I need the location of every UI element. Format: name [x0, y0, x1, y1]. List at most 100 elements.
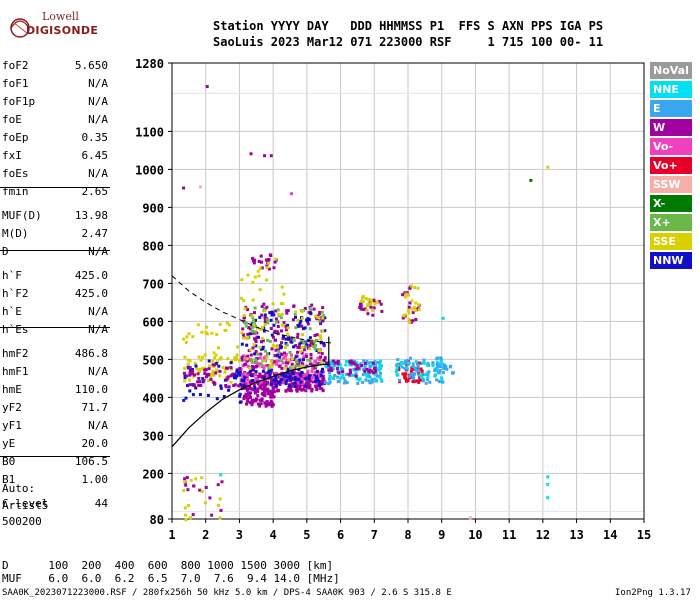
echo-point [275, 320, 278, 324]
echo-point [280, 378, 283, 382]
echo-point [265, 352, 269, 356]
echo-point [257, 274, 261, 278]
echo-point [241, 333, 245, 337]
echo-point [417, 380, 421, 384]
echo-point [238, 394, 242, 398]
echo-point [412, 306, 416, 310]
echo-point [253, 337, 256, 341]
echo-point [373, 302, 377, 306]
echo-point [406, 378, 410, 382]
echo-point [265, 264, 269, 268]
echo-point [201, 366, 205, 370]
param-row: h`F2 425.0 [2, 285, 108, 303]
echo-point [183, 506, 187, 510]
echo-point [331, 367, 335, 371]
x-tick-label: 14 [603, 528, 617, 542]
param-row: foEp 0.35 [2, 129, 108, 147]
echo-point [318, 384, 322, 388]
echo-point [255, 397, 258, 401]
echo-point [203, 368, 207, 372]
echo-point [300, 378, 304, 382]
echo-point [263, 154, 267, 158]
echo-point [299, 341, 303, 345]
echo-point [261, 339, 265, 343]
echo-point [295, 372, 299, 376]
echo-point [211, 363, 215, 367]
echo-point [422, 358, 426, 362]
echo-point [546, 165, 550, 169]
echo-point [263, 382, 266, 386]
echo-point [436, 370, 440, 374]
echo-point [217, 346, 220, 350]
echo-point [254, 340, 258, 343]
echo-point [436, 356, 440, 360]
echo-point [266, 373, 269, 377]
param-row: yE 20.0 [2, 435, 108, 453]
echo-point [275, 381, 279, 385]
echo-point [208, 496, 212, 500]
echo-point [321, 389, 325, 393]
echo-point [284, 328, 288, 332]
echo-point [275, 362, 279, 366]
echo-point [316, 383, 320, 387]
echo-point [227, 388, 231, 392]
param-separator [0, 250, 110, 251]
echo-point [245, 381, 249, 385]
echo-point [396, 358, 400, 362]
echo-point [410, 307, 414, 311]
echo-point [272, 313, 276, 317]
echo-point [315, 338, 319, 342]
echo-point [264, 380, 267, 384]
echo-point [285, 358, 289, 362]
echo-point [258, 315, 262, 319]
legend-item: X- [650, 195, 692, 212]
echo-point [254, 324, 258, 328]
echo-point [300, 316, 304, 320]
echo-point [418, 361, 422, 365]
echo-point [354, 372, 358, 376]
echo-point [438, 380, 442, 384]
echo-point [272, 323, 276, 327]
echo-point [318, 334, 322, 338]
echo-point [248, 327, 252, 331]
echo-point [192, 373, 196, 377]
echo-point [183, 480, 187, 484]
echo-point [259, 402, 263, 406]
echo-point [257, 374, 260, 378]
param-label: hmF1 [2, 365, 29, 378]
echo-point [282, 321, 286, 325]
echo-point [322, 344, 326, 348]
echo-point [322, 359, 326, 363]
echo-point [368, 365, 372, 368]
echo-point [260, 336, 264, 340]
echo-point [240, 296, 243, 300]
echo-point [243, 363, 247, 367]
echo-point [216, 360, 219, 364]
echo-point [191, 368, 194, 371]
echo-point [303, 345, 307, 349]
echo-point [295, 360, 299, 364]
echo-point [405, 365, 409, 369]
echo-point [307, 386, 311, 390]
echo-point [276, 325, 280, 328]
echo-point [284, 361, 288, 365]
echo-point [200, 330, 204, 334]
echo-point [262, 329, 266, 333]
echo-point [317, 379, 321, 383]
echo-point [284, 324, 288, 328]
echo-point [403, 295, 407, 299]
echo-point [196, 380, 200, 384]
echo-point [440, 378, 444, 382]
echo-point [405, 367, 409, 371]
echo-point [426, 375, 430, 379]
echo-point [189, 369, 192, 372]
echo-point [273, 329, 277, 333]
echo-point [313, 340, 317, 344]
echo-point [306, 358, 310, 362]
echo-point [319, 337, 323, 341]
echo-point [207, 359, 211, 363]
echo-point [246, 399, 250, 403]
echo-point [296, 350, 299, 354]
echo-point [309, 374, 313, 378]
x-tick-label: 4 [270, 528, 277, 542]
